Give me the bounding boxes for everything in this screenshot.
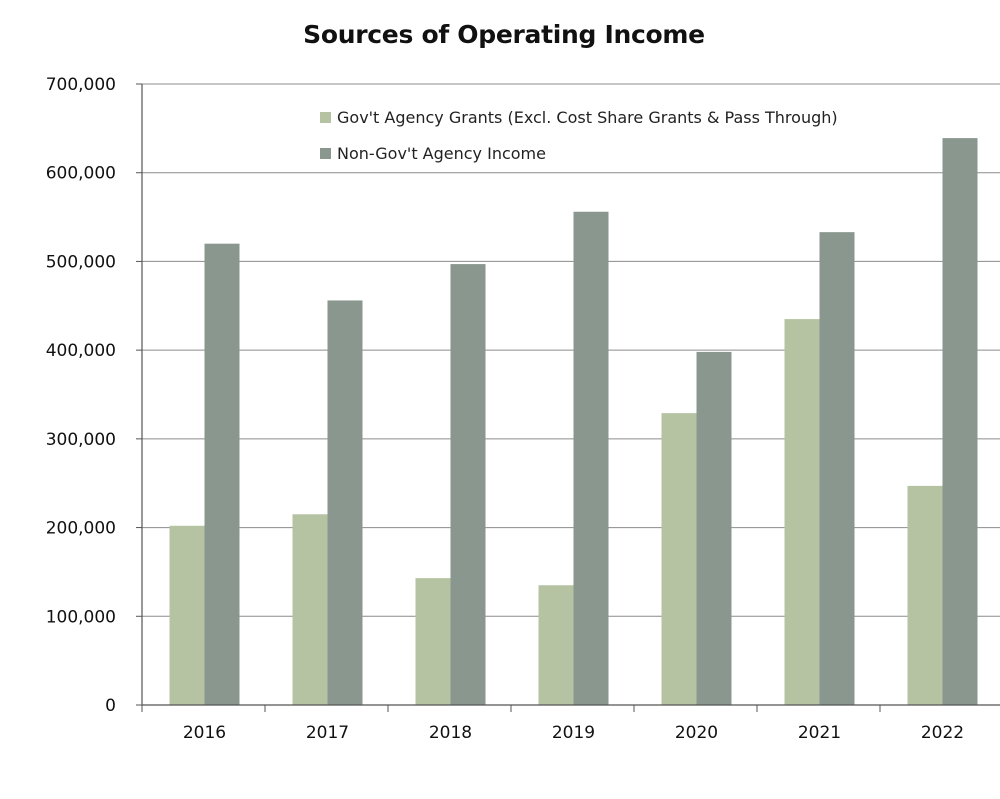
x-tick-label: 2016	[183, 723, 226, 743]
x-tick-label: 2020	[675, 723, 718, 743]
x-tick-label: 2021	[798, 723, 841, 743]
bar-non-govt-income-2020	[696, 351, 732, 705]
x-tick-label: 2018	[429, 723, 472, 743]
y-tick-label: 400,000	[46, 341, 116, 361]
y-tick-label: 300,000	[46, 430, 116, 450]
bar-govt-grants-2021	[784, 319, 820, 705]
axes	[136, 83, 1000, 712]
bar-non-govt-income-2016	[204, 243, 240, 705]
bars	[169, 138, 978, 705]
bar-govt-grants-2022	[907, 485, 943, 705]
x-tick-label: 2022	[921, 723, 964, 743]
x-axis-ticks: 2016 2017 2018 2019 2020 2021 2022	[183, 723, 964, 743]
gridlines	[142, 83, 1000, 617]
bar-govt-grants-2019	[538, 585, 574, 705]
legend: Gov't Agency Grants (Excl. Cost Share Gr…	[320, 108, 838, 163]
legend-swatch	[320, 148, 331, 159]
y-axis-ticks: 0 100,000 200,000 300,000 400,000 500,000 600,…	[46, 75, 116, 716]
legend-label: Gov't Agency Grants (Excl. Cost Share Gr…	[337, 108, 838, 127]
bar-non-govt-income-2022	[942, 138, 978, 705]
y-tick-label: 600,000	[46, 164, 116, 184]
y-tick-label: 200,000	[46, 519, 116, 539]
legend-swatch	[320, 112, 331, 123]
x-tick-label: 2017	[306, 723, 349, 743]
bar-non-govt-income-2019	[573, 211, 609, 705]
x-tick-label: 2019	[552, 723, 595, 743]
bar-non-govt-income-2017	[327, 300, 363, 705]
y-tick-label: 100,000	[46, 607, 116, 627]
y-tick-label: 0	[105, 696, 116, 716]
bar-govt-grants-2018	[415, 578, 451, 705]
bar-non-govt-income-2021	[819, 232, 855, 705]
chart-title: Sources of Operating Income	[303, 20, 705, 49]
bar-govt-grants-2020	[661, 413, 697, 705]
bar-govt-grants-2017	[292, 514, 328, 705]
y-tick-label: 700,000	[46, 75, 116, 95]
bar-govt-grants-2016	[169, 525, 205, 705]
y-tick-label: 500,000	[46, 252, 116, 272]
legend-label: Non-Gov't Agency Income	[337, 144, 546, 163]
bar-non-govt-income-2018	[450, 264, 486, 705]
